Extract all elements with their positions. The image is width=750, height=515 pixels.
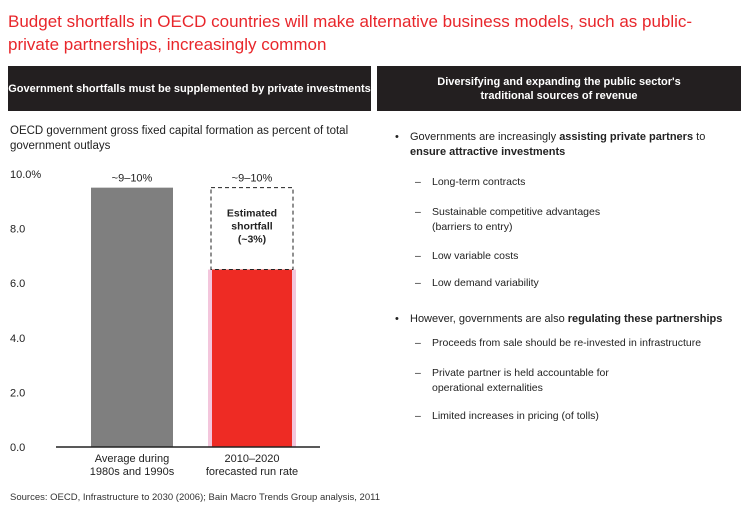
right-header-line-1: Diversifying and expanding the public se…: [437, 75, 681, 88]
y-tick-label: 10.0%: [10, 169, 41, 181]
source-note: Sources: OECD, Infrastructure to 2030 (2…: [10, 492, 380, 503]
x-category-label: 1980s and 1990s: [90, 466, 175, 478]
sub-bullet-text: Sustainable competitive advantages (barri…: [432, 205, 735, 235]
sub-bullet-item: – Private partner is held accountable for…: [415, 366, 735, 396]
y-tick-label: 8.0: [10, 224, 25, 236]
x-category-label: 2010–2020: [224, 453, 279, 465]
bar-chart: 0.0 2.0 4.0 6.0 8.0 10.0% Estimatedshortfall(~…: [10, 169, 320, 478]
left-section-header: Government shortfalls must be supplement…: [8, 66, 371, 111]
shortfall-label: Estimated: [227, 208, 277, 220]
left-header-text: Government shortfalls must be supplement…: [8, 82, 371, 95]
y-tick-label: 6.0: [10, 278, 25, 290]
sub-bullet-text: Low demand variability: [432, 276, 735, 291]
shortfall-box: [210, 187, 294, 271]
sub-bullet-line: Private partner is held accountable for: [432, 367, 609, 379]
sub-bullet-item: – Low variable costs: [415, 249, 735, 264]
dash-icon: –: [415, 337, 421, 349]
dash-icon: –: [415, 410, 421, 422]
sub-bullet-text: Long-term contracts: [432, 175, 735, 190]
chart-y-axis-label: OECD government gross fixed capital form…: [10, 125, 349, 152]
page-title: Budget shortfalls in OECD countries will…: [8, 12, 693, 54]
bullet-dot-icon: •: [395, 131, 399, 143]
shortfall-label: (~3%): [238, 234, 266, 246]
right-section-header: Diversifying and expanding the public se…: [377, 66, 741, 111]
x-category-label: Average during: [95, 453, 169, 465]
bullet-item: • Governments are increasingly assisting …: [395, 130, 740, 160]
sub-bullet-line: Proceeds from sale should be re-invested…: [432, 337, 702, 349]
bullet-item: • However, governments are also regulatin…: [395, 312, 740, 327]
bullet-text-bold-line2: ensure attractive investments: [410, 146, 566, 158]
sub-bullet-item: – Proceeds from sale should be re-investe…: [415, 336, 735, 351]
dash-icon: –: [415, 367, 421, 379]
right-header-line-2: traditional sources of revenue: [480, 89, 638, 102]
bullet-text: Governments are increasingly assisting p…: [410, 130, 740, 160]
bar-2010-2020: [212, 269, 292, 447]
sub-bullet-line: operational externalities: [432, 382, 543, 394]
sub-bullet-text: Limited increases in pricing (of tolls): [432, 409, 735, 424]
sub-bullet-text: Proceeds from sale should be re-invested…: [432, 336, 735, 351]
bar-data-label: ~9–10%: [232, 173, 273, 185]
bar-data-label: ~9–10%: [112, 173, 153, 185]
bullet-text-pre: Governments are increasingly: [410, 131, 560, 143]
shortfall-label: shortfall: [231, 221, 273, 233]
sub-bullet-line: (barriers to entry): [432, 221, 513, 233]
dash-icon: –: [415, 250, 421, 262]
sub-bullet-text: Private partner is held accountable for o…: [432, 366, 735, 396]
sub-bullet-text: Low variable costs: [432, 249, 735, 264]
sub-bullet-item: – Long-term contracts: [415, 175, 735, 190]
sub-bullet-line: Sustainable competitive advantages: [432, 206, 601, 218]
bullet-text-post: to: [693, 131, 706, 143]
bullet-text: However, governments are also regulating…: [410, 312, 740, 327]
sub-bullet-line: Low demand variability: [432, 277, 539, 289]
bar-1980s-1990s: [91, 187, 173, 447]
bullet-dot-icon: •: [395, 313, 399, 325]
sub-bullet-item: – Low demand variability: [415, 276, 735, 291]
sub-bullet-line: Limited increases in pricing (of tolls): [432, 410, 599, 422]
x-category-label: forecasted run rate: [206, 466, 298, 478]
dash-icon: –: [415, 277, 421, 289]
dash-icon: –: [415, 176, 421, 188]
sub-bullet-line: Low variable costs: [432, 250, 519, 262]
y-tick-label: 4.0: [10, 333, 25, 345]
sub-bullet-line: Long-term contracts: [432, 176, 526, 188]
bullet-text-bold: assisting private partners: [559, 131, 694, 143]
dash-icon: –: [415, 206, 421, 218]
sub-bullet-item: – Limited increases in pricing (of tolls): [415, 409, 735, 424]
y-tick-label: 2.0: [10, 387, 25, 399]
bullet-text-bold: regulating these partnerships: [567, 313, 723, 325]
sub-bullet-item: – Sustainable competitive advantages (barr…: [415, 205, 735, 235]
bullet-text-pre: However, governments are also: [410, 313, 568, 325]
y-tick-label: 0.0: [10, 442, 25, 454]
